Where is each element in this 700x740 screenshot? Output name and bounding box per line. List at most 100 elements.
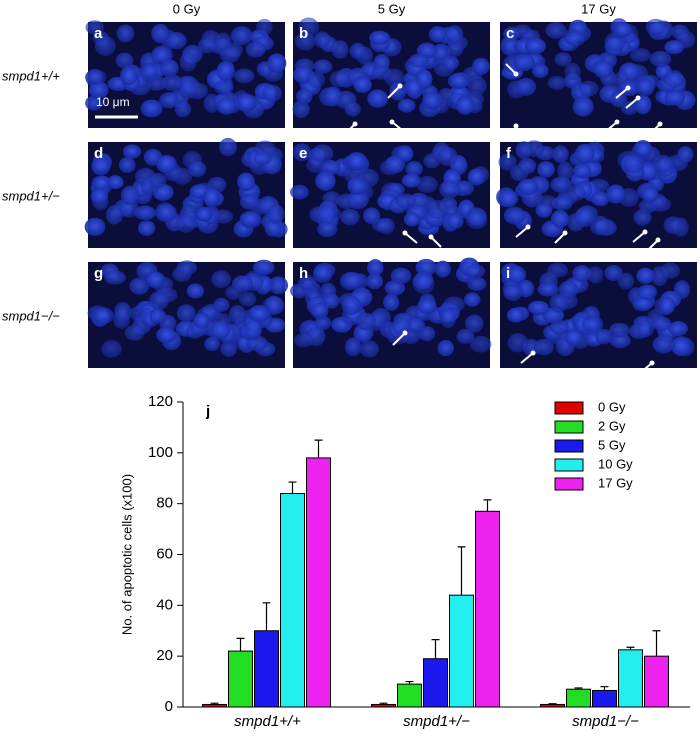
nucleus <box>564 62 581 81</box>
arrow-head <box>513 71 519 77</box>
nucleus <box>204 336 221 352</box>
nucleus <box>652 154 674 173</box>
nucleus <box>403 212 421 227</box>
error-bar <box>262 602 271 631</box>
nucleus <box>239 193 260 210</box>
nucleus <box>416 175 438 193</box>
nucleus <box>176 304 196 323</box>
bar <box>254 630 279 708</box>
nucleus <box>649 50 672 68</box>
bar <box>423 658 448 708</box>
nucleus <box>161 74 183 91</box>
y-axis-label: No. of apoptotic cells (x100) <box>119 474 134 635</box>
panel-letter: h <box>299 265 308 282</box>
nucleus <box>231 275 254 292</box>
row-label: smpd1−/− <box>2 308 60 323</box>
nucleus <box>465 314 484 333</box>
nucleus <box>465 264 486 279</box>
y-tick-label: 60 <box>156 545 173 562</box>
arrow-head <box>642 229 648 235</box>
bar <box>592 689 617 708</box>
nucleus <box>606 184 626 204</box>
nucleus <box>219 46 241 63</box>
nucleus <box>545 22 567 39</box>
nucleus <box>311 144 334 163</box>
nucleus <box>244 320 263 340</box>
nucleus <box>317 221 338 238</box>
nucleus <box>220 340 238 357</box>
nucleus <box>382 293 400 312</box>
nucleus <box>515 141 533 160</box>
nucleus <box>101 340 122 358</box>
row-label: smpd1+/+ <box>2 68 60 83</box>
nucleus <box>155 203 177 222</box>
nucleus <box>637 320 655 338</box>
arrow <box>625 97 639 109</box>
nucleus <box>138 220 156 236</box>
nucleus <box>574 207 595 227</box>
nucleus <box>652 335 675 354</box>
nucleus <box>527 300 549 315</box>
nucleus <box>105 205 123 225</box>
panel-letter: g <box>94 265 103 282</box>
nucleus <box>663 70 684 89</box>
nucleus <box>550 210 570 228</box>
nucleus <box>233 68 255 84</box>
nucleus <box>371 218 393 233</box>
nucleus <box>174 100 192 118</box>
nucleus <box>317 205 337 225</box>
nucleus <box>503 206 526 225</box>
nucleus <box>298 275 316 291</box>
nucleus <box>367 89 388 108</box>
panel-letter: b <box>299 25 308 42</box>
nucleus <box>267 53 287 74</box>
arrow-head <box>513 123 519 129</box>
nucleus <box>641 186 659 203</box>
nucleus <box>537 282 559 297</box>
arrow-head <box>614 119 620 125</box>
nucleus <box>445 25 464 43</box>
nucleus <box>197 37 218 54</box>
nucleus <box>565 329 583 346</box>
error-bar <box>600 686 609 691</box>
nucleus <box>341 272 364 289</box>
arrow-head <box>397 83 403 89</box>
y-tick-label: 0 <box>165 698 173 715</box>
nucleus <box>346 190 369 210</box>
nucleus <box>176 260 198 276</box>
nucleus <box>437 339 455 357</box>
nucleus <box>91 156 111 176</box>
nucleus <box>353 76 372 94</box>
nucleus <box>440 308 457 329</box>
bar <box>371 703 396 708</box>
nucleus <box>195 206 213 222</box>
nucleus <box>324 86 343 107</box>
nucleus <box>149 308 167 324</box>
nucleus <box>404 77 422 97</box>
nucleus <box>422 91 443 110</box>
panel-letter: j <box>205 403 210 420</box>
nucleus <box>356 312 376 331</box>
nucleus <box>237 172 256 192</box>
nucleus <box>344 337 362 357</box>
arrow <box>404 232 418 244</box>
column-header: 0 Gy <box>173 1 201 16</box>
nucleus <box>156 326 177 344</box>
nucleus <box>547 75 567 90</box>
bar <box>202 703 227 708</box>
error-bar <box>236 637 245 652</box>
nucleus <box>134 205 157 221</box>
nucleus <box>159 92 179 109</box>
nucleus <box>604 265 623 281</box>
nucleus <box>245 41 266 58</box>
nucleus <box>344 101 361 117</box>
legend-label: 2 Gy <box>598 418 626 433</box>
nucleus <box>467 168 485 186</box>
arrow-head <box>530 350 536 356</box>
nucleus <box>664 40 684 55</box>
nucleus <box>298 17 320 37</box>
arrow-head <box>562 230 568 236</box>
nucleus <box>507 332 529 353</box>
error-bar <box>574 687 583 690</box>
